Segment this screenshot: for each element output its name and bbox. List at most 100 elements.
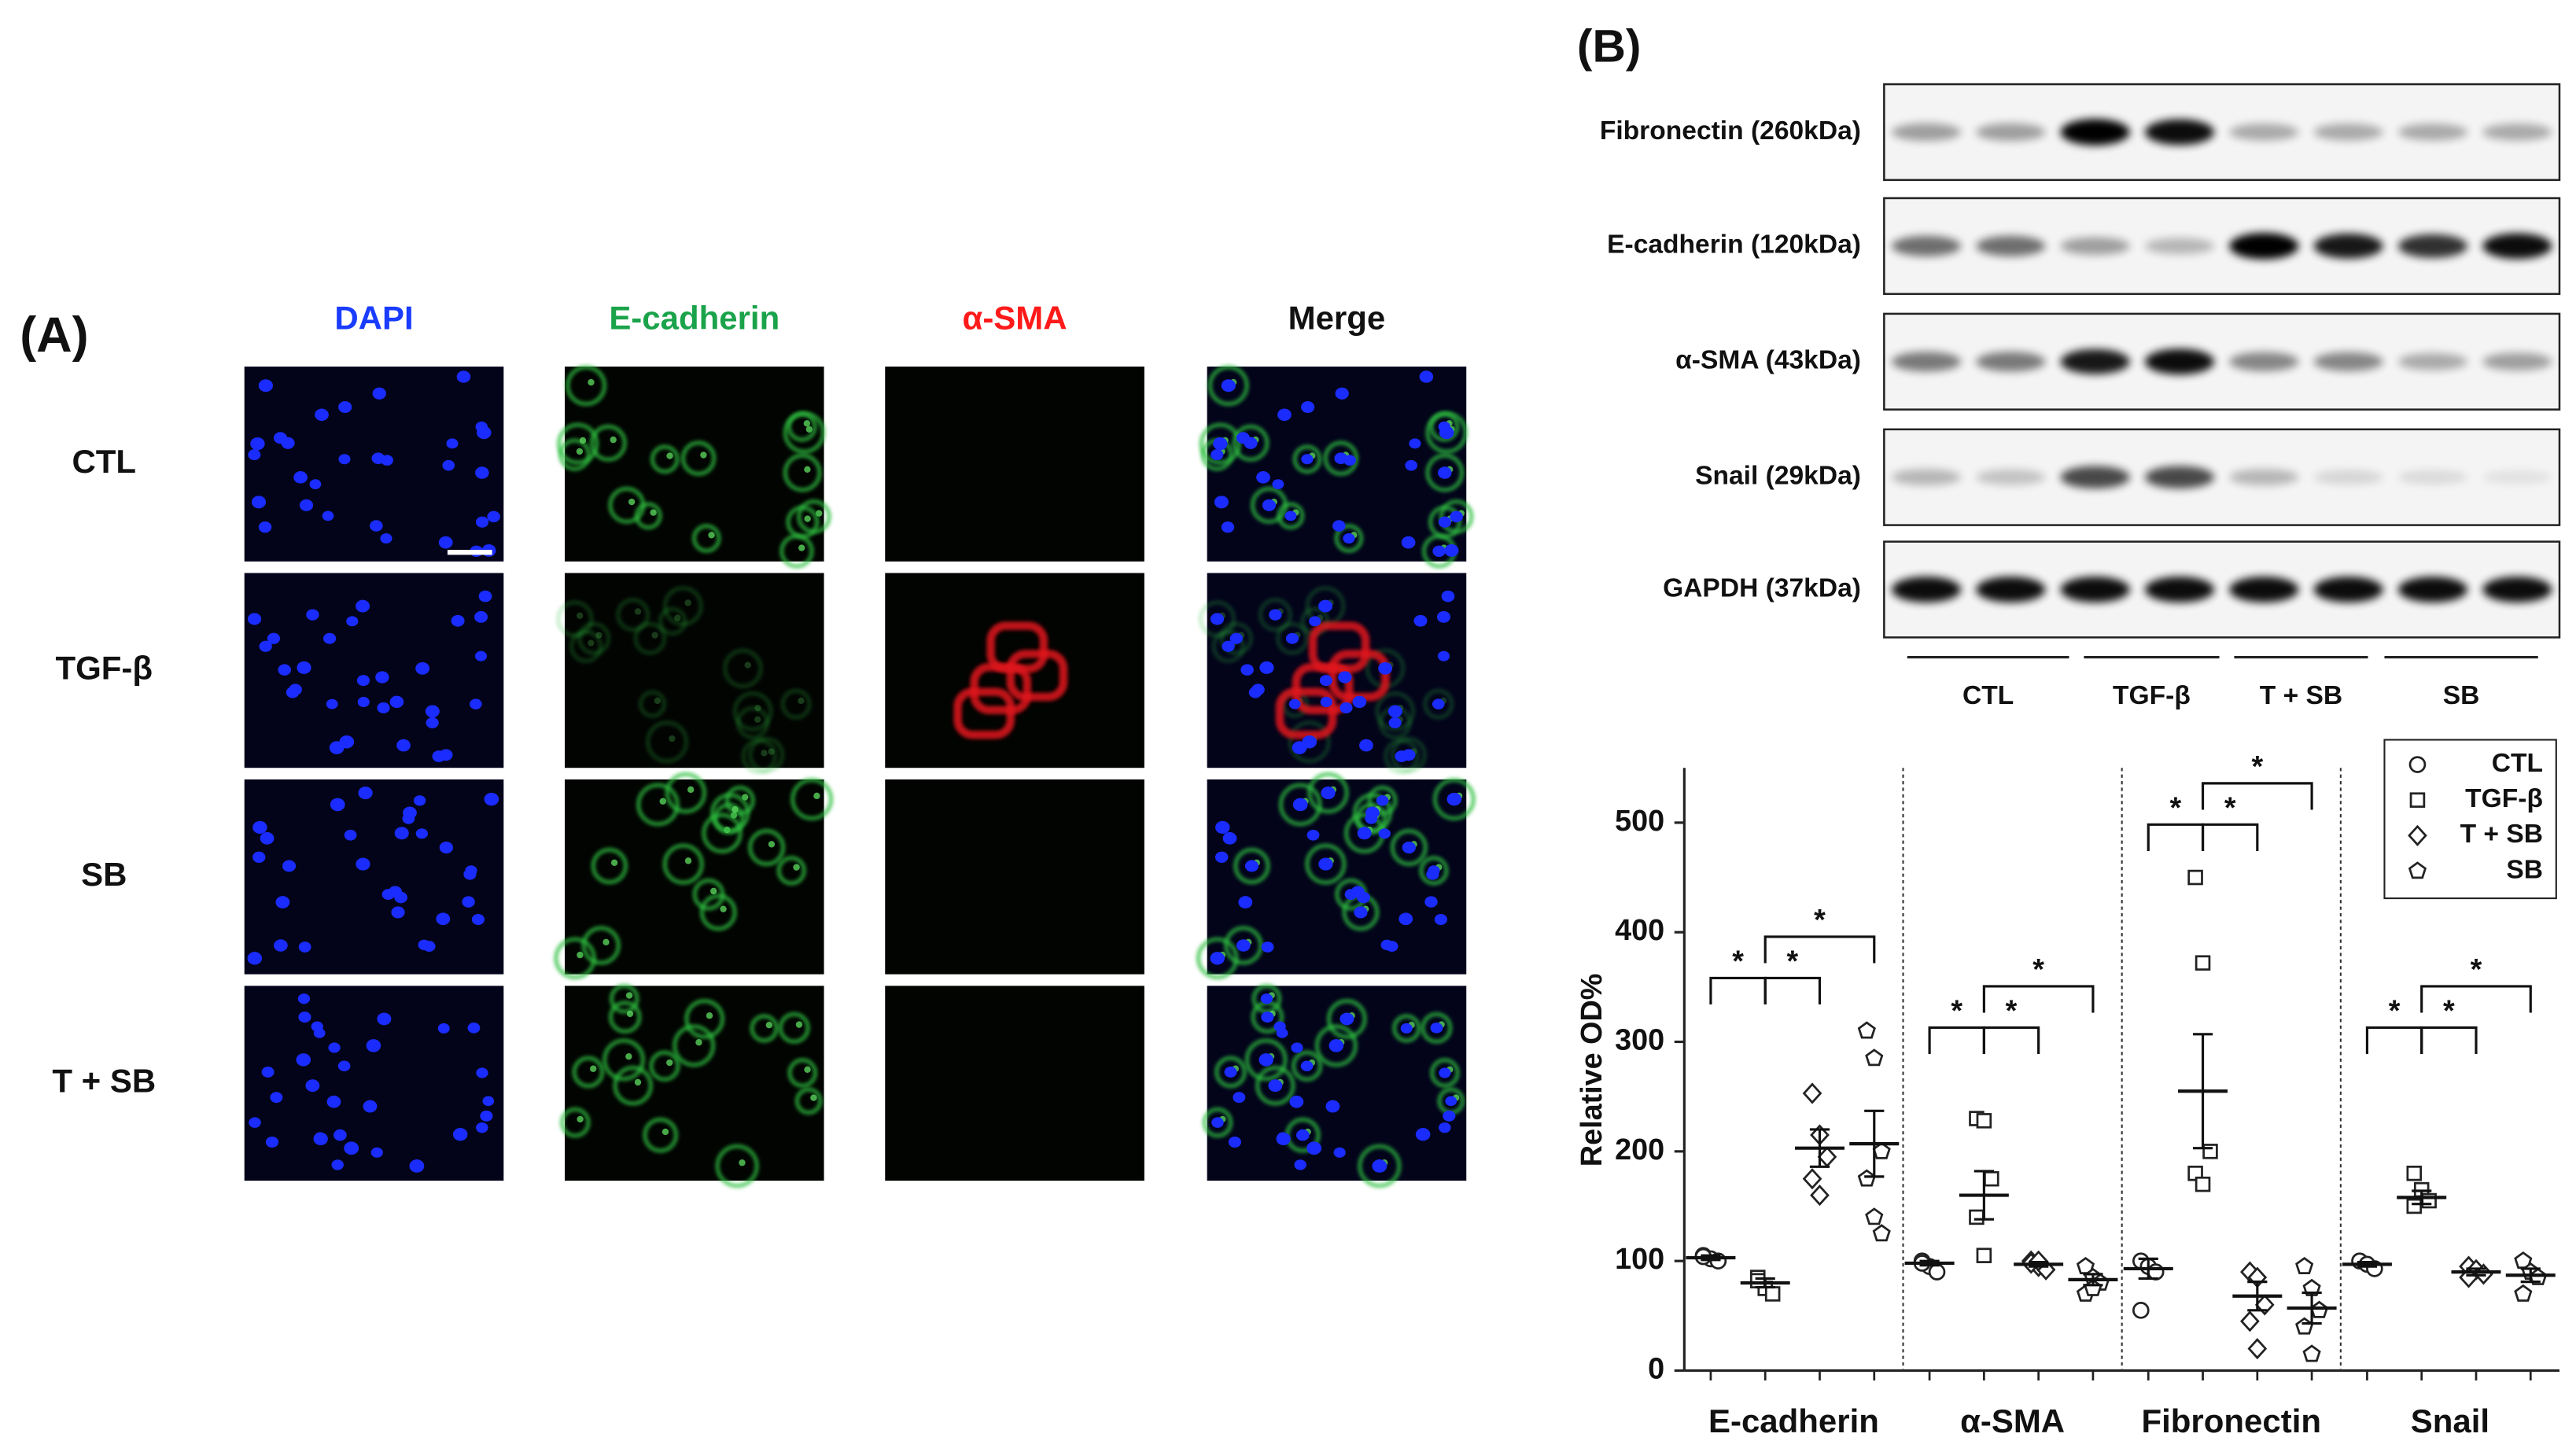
cell bbox=[1323, 440, 1359, 476]
band bbox=[2060, 348, 2130, 374]
nucleus bbox=[344, 1141, 359, 1155]
legend-label: TGF-β bbox=[2465, 784, 2543, 813]
band bbox=[2144, 348, 2215, 375]
column-label: α-SMA bbox=[963, 299, 1067, 336]
row-label: T + SB bbox=[52, 1062, 156, 1099]
x-tick-label: Fibronectin bbox=[2142, 1402, 2322, 1439]
nucleus bbox=[1443, 1110, 1456, 1122]
cell bbox=[1423, 688, 1454, 720]
cell bbox=[608, 1001, 642, 1034]
cell bbox=[577, 621, 611, 655]
nucleus bbox=[451, 614, 465, 627]
band bbox=[2060, 237, 2130, 256]
cell bbox=[669, 735, 676, 743]
nucleus bbox=[484, 792, 499, 806]
image-background bbox=[564, 367, 824, 562]
cell bbox=[1224, 926, 1263, 965]
band bbox=[2313, 233, 2383, 259]
nucleus bbox=[1357, 827, 1372, 840]
nucleus bbox=[389, 695, 404, 709]
nucleus bbox=[438, 536, 453, 549]
cell bbox=[684, 599, 691, 606]
cell bbox=[634, 1078, 642, 1086]
nucleus bbox=[331, 1159, 344, 1170]
nucleus bbox=[270, 1092, 283, 1104]
nucleus bbox=[436, 912, 451, 926]
nucleus bbox=[267, 632, 281, 644]
nucleus bbox=[1438, 466, 1452, 479]
cell bbox=[787, 411, 817, 442]
band bbox=[2229, 469, 2299, 486]
cell bbox=[579, 437, 587, 444]
nucleus bbox=[1268, 1079, 1283, 1093]
nucleus bbox=[437, 1023, 450, 1034]
cell bbox=[1199, 422, 1241, 465]
cell bbox=[780, 688, 812, 720]
micrograph bbox=[885, 986, 1144, 1181]
dot-plot: 0 100 200 300 400 500 Relative OD% E-cadherin α-… bbox=[1575, 739, 2560, 1439]
nucleus bbox=[1260, 993, 1273, 1004]
significance-label: * bbox=[2170, 791, 2182, 824]
cell bbox=[804, 466, 811, 474]
nucleus bbox=[1309, 616, 1321, 627]
cell bbox=[1244, 1038, 1288, 1082]
nucleus bbox=[1376, 795, 1389, 806]
nucleus bbox=[1325, 1100, 1340, 1113]
nucleus bbox=[1285, 632, 1299, 644]
nucleus bbox=[338, 401, 352, 414]
band bbox=[2144, 119, 2215, 146]
band bbox=[1891, 123, 1962, 142]
nucleus bbox=[1415, 1127, 1431, 1141]
bracket bbox=[2147, 823, 2205, 851]
nucleus bbox=[471, 913, 485, 926]
panel-label: (A) bbox=[20, 308, 88, 363]
point bbox=[1857, 1021, 1876, 1039]
nucleus bbox=[1301, 454, 1314, 465]
nucleus bbox=[1335, 387, 1349, 400]
nucleus bbox=[314, 1132, 326, 1143]
point bbox=[1872, 1141, 1891, 1159]
row-label: SB bbox=[81, 856, 127, 893]
x-tick-label: Snail bbox=[2411, 1402, 2489, 1439]
cell bbox=[1425, 453, 1465, 492]
y-tick-label: 500 bbox=[1615, 805, 1664, 838]
cell bbox=[1430, 1058, 1460, 1088]
point bbox=[1984, 1170, 1999, 1187]
nucleus bbox=[356, 675, 370, 687]
nucleus bbox=[278, 664, 291, 676]
cell bbox=[732, 691, 773, 732]
nucleus bbox=[372, 387, 386, 400]
cell bbox=[1251, 983, 1282, 1014]
nucleus bbox=[1273, 1021, 1286, 1032]
point bbox=[1865, 1048, 1884, 1067]
micrograph bbox=[885, 573, 1144, 768]
cell bbox=[699, 894, 737, 931]
band bbox=[2397, 577, 2468, 603]
nucleus bbox=[1430, 1022, 1443, 1034]
cell bbox=[581, 926, 621, 965]
nucleus bbox=[1340, 702, 1353, 713]
legend-label: CTL bbox=[2492, 749, 2543, 778]
cell bbox=[609, 983, 639, 1014]
cell bbox=[1207, 365, 1249, 407]
nucleus bbox=[334, 1129, 347, 1141]
legend-label: T + SB bbox=[2460, 820, 2543, 849]
nucleus bbox=[251, 496, 267, 509]
nucleus bbox=[346, 616, 359, 627]
nucleus bbox=[1439, 1122, 1451, 1133]
nucleus bbox=[338, 454, 351, 465]
nucleus bbox=[330, 798, 345, 812]
cell bbox=[691, 524, 721, 553]
image-background bbox=[885, 986, 1144, 1181]
nucleus bbox=[381, 889, 395, 900]
image-background bbox=[564, 573, 824, 768]
band bbox=[2060, 466, 2130, 489]
nucleus bbox=[375, 671, 389, 684]
cell bbox=[739, 1159, 746, 1166]
band bbox=[2482, 123, 2552, 141]
cell bbox=[650, 509, 657, 516]
nucleus bbox=[258, 379, 273, 392]
cell bbox=[658, 606, 687, 636]
point bbox=[2514, 1284, 2533, 1302]
cell bbox=[692, 878, 725, 911]
